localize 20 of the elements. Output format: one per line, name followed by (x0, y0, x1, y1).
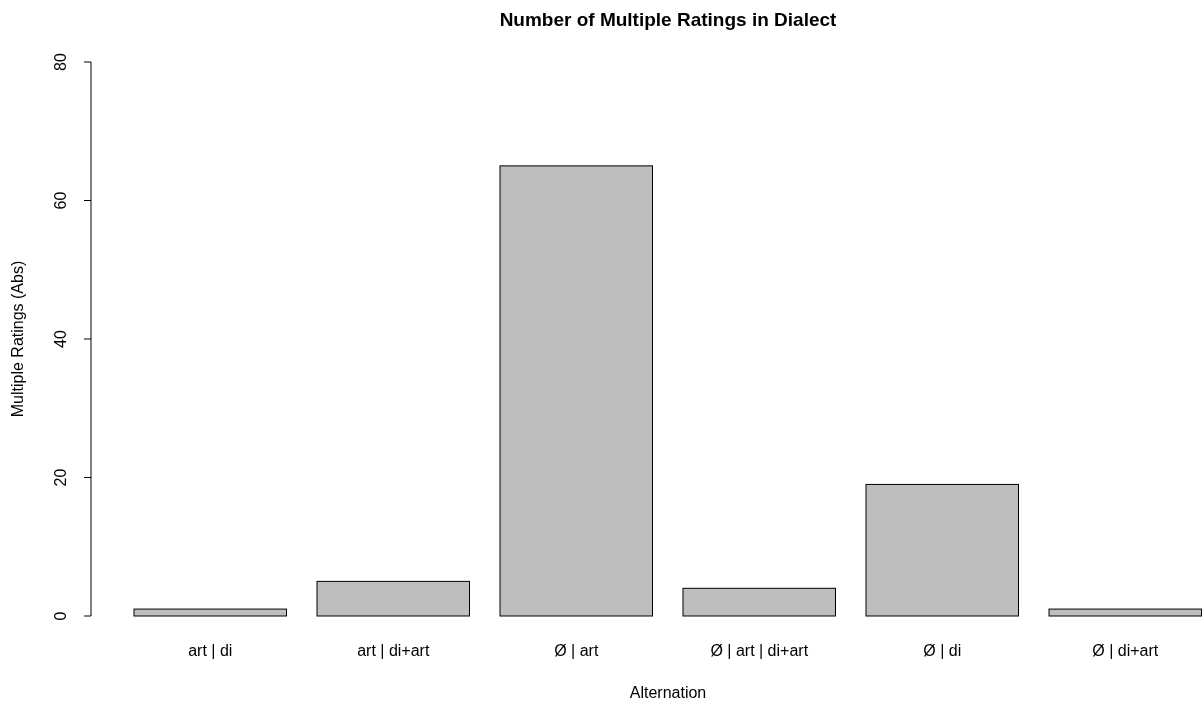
y-tick-label: 60 (52, 191, 69, 210)
x-tick-label: Ø | di+art (1092, 642, 1159, 659)
y-tick-label: 80 (52, 53, 69, 71)
y-tick-label: 20 (52, 468, 69, 487)
x-tick-label: Ø | di (923, 642, 962, 659)
bar (682, 587, 836, 617)
bar (865, 483, 1019, 617)
y-axis-title: Multiple Ratings (Abs) (9, 260, 26, 418)
x-tick-label: art | di (188, 642, 233, 659)
x-tick-label: Ø | art (554, 642, 599, 659)
bar (1048, 608, 1202, 617)
bar (316, 580, 470, 617)
chart-title: Number of Multiple Ratings in Dialect (499, 9, 838, 30)
x-tick-label: art | di+art (357, 642, 430, 659)
x-tick-label: Ø | art | di+art (710, 642, 809, 659)
y-tick-label: 0 (52, 611, 69, 621)
bar (499, 165, 653, 617)
y-tick-label: 40 (52, 330, 69, 348)
bar (133, 608, 287, 617)
x-axis-title: Alternation (629, 684, 707, 701)
